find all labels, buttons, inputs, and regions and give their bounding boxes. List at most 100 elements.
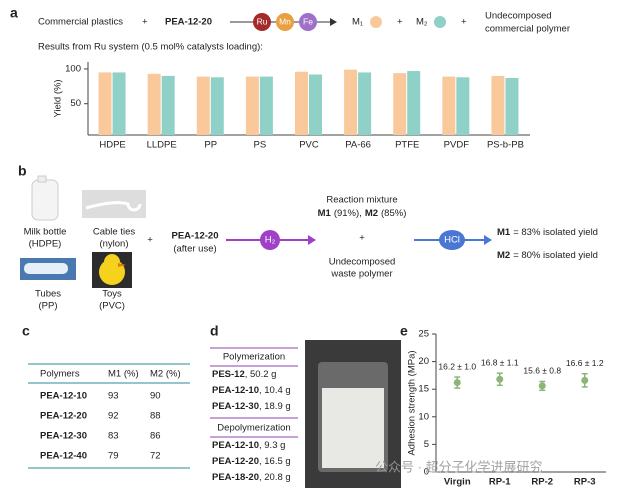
y-tick-label: 50: [70, 98, 81, 109]
y-tick-label: 5: [424, 439, 429, 450]
x-tick-label: HDPE: [99, 140, 125, 151]
sample: PEA-12-10, 10.4 g: [212, 385, 291, 396]
sample-mass: , 16.5 g: [259, 456, 291, 467]
table-cell: 90: [150, 391, 161, 402]
plastic-material: (nylon): [99, 239, 128, 250]
plus: +: [147, 235, 153, 246]
sample-name: PEA-12-10: [212, 440, 259, 451]
metal-label: Fe: [303, 16, 313, 26]
result: M2 = 80% isolated yield: [497, 250, 598, 261]
metal-label: Ru: [257, 16, 268, 26]
y-axis-label: Yield (%): [53, 79, 64, 117]
value-label: 16.2 ± 1.0: [438, 361, 476, 371]
section-title: Depolymerization: [217, 423, 290, 434]
undecomposed: Undecomposed: [329, 257, 396, 268]
bar: [196, 76, 210, 135]
bar: [161, 75, 175, 135]
scheme-plus: +: [461, 17, 467, 28]
sample: PEA-12-30, 18.9 g: [212, 401, 291, 412]
scheme-arrowhead: [330, 18, 337, 26]
y-tick-label: 100: [65, 63, 81, 74]
x-tick-label: PP: [204, 140, 217, 151]
sample-mass: , 10.4 g: [259, 385, 291, 396]
table-cell: 83: [108, 431, 119, 442]
x-tick-label: PA-66: [345, 140, 371, 151]
panel-label: e: [400, 323, 408, 339]
legend-swatch: [434, 16, 446, 28]
mixture-title: Reaction mixture: [326, 195, 397, 206]
bar: [491, 75, 505, 135]
y-tick-label: 15: [418, 384, 429, 395]
bar: [147, 73, 161, 135]
panel-label: b: [18, 163, 27, 179]
bar: [505, 77, 519, 135]
bar: [358, 72, 372, 135]
plastic-material: (HDPE): [29, 239, 62, 250]
sample-name: PEA-12-20: [212, 456, 259, 467]
metal-node: [299, 13, 317, 31]
bar: [344, 69, 358, 135]
bar: [456, 77, 470, 135]
scheme-catalyst: PEA-12-20: [165, 17, 212, 28]
x-tick-label: PTFE: [395, 140, 419, 151]
table-cell: PEA-12-40: [40, 451, 87, 462]
arrow-h2: [226, 230, 316, 250]
photo-cable-ties: [82, 190, 146, 218]
table-cell: 72: [150, 451, 161, 462]
sample: PEA-12-10, 9.3 g: [212, 440, 285, 451]
legend-label: M₁: [352, 17, 363, 28]
product: M1: [497, 227, 511, 238]
legend-swatch: [370, 16, 382, 28]
plastic-name: Milk bottle: [24, 227, 67, 238]
table-cell: 86: [150, 431, 161, 442]
plastic-name: Toys: [102, 289, 122, 300]
legend-label: M₂: [416, 17, 428, 28]
plastic-material: (PVC): [99, 301, 125, 312]
product: M2: [497, 250, 510, 261]
photo-milk-bottle: [31, 175, 59, 221]
sample-mass: , 9.3 g: [259, 440, 285, 451]
bar: [407, 71, 421, 135]
table-header: M2 (%): [150, 369, 181, 380]
x-tick-label: PVC: [299, 140, 319, 151]
point: [496, 375, 504, 383]
table-cell: PEA-12-20: [40, 411, 87, 422]
reagent: H₂: [265, 235, 276, 246]
sample-mass: , 20.8 g: [259, 472, 291, 483]
value-label: 16.8 ± 1.1: [481, 357, 519, 367]
x-tick-label: RP-1: [489, 477, 511, 488]
yield: = 83% isolated yield: [513, 227, 598, 238]
x-tick-label: PS: [254, 140, 267, 151]
yield: = 80% isolated yield: [513, 250, 598, 261]
catalyst-note: (after use): [173, 244, 216, 255]
metal-label: Mn: [279, 16, 291, 26]
bar: [259, 76, 273, 135]
scheme-plus: +: [142, 17, 148, 28]
bar: [245, 76, 259, 135]
bar: [393, 73, 407, 135]
sample: PEA-18-20, 20.8 g: [212, 472, 291, 483]
plastic-name: Cable ties: [93, 227, 135, 238]
sample-mass: , 18.9 g: [259, 401, 291, 412]
x-tick-label: LLDPE: [147, 140, 177, 151]
mixture-yields: M1 (91%), M2 (85%): [318, 208, 407, 219]
yield: (85%): [381, 208, 406, 219]
mixture-plus: +: [359, 233, 365, 244]
x-tick-label: RP-2: [531, 477, 553, 488]
bar: [112, 72, 126, 135]
table-cell: PEA-12-10: [40, 391, 87, 402]
bar: [98, 72, 112, 135]
sample: PEA-12-20, 16.5 g: [212, 456, 291, 467]
x-tick-label: PS-b-PB: [487, 140, 524, 151]
plastic-material: (PP): [39, 301, 58, 312]
catalyst: PEA-12-20: [172, 231, 219, 242]
panel-label: c: [22, 323, 30, 339]
y-tick-label: 10: [418, 411, 429, 422]
scheme-plus: +: [397, 17, 403, 28]
y-tick-label: 0: [424, 467, 429, 478]
photo-beaker: [305, 340, 401, 488]
plastic-name: Tubes: [35, 289, 61, 300]
watermark: 公众号 · 超分子化学进展研究: [375, 459, 543, 474]
sample-name: PES-12: [212, 369, 245, 380]
